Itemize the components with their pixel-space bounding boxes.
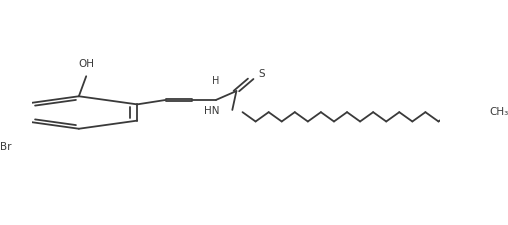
Text: S: S <box>258 69 265 79</box>
Text: H: H <box>212 76 219 86</box>
Text: Br: Br <box>1 142 12 152</box>
Text: CH₃: CH₃ <box>489 107 508 117</box>
Text: OH: OH <box>78 59 94 69</box>
Text: HN: HN <box>204 106 219 116</box>
